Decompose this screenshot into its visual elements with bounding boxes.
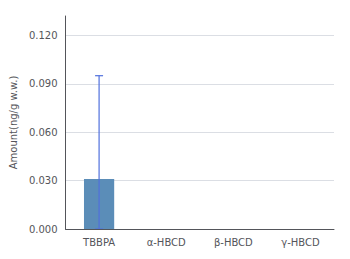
svg-text:0.000: 0.000 <box>29 224 58 235</box>
svg-text:γ-HBCD: γ-HBCD <box>281 237 320 248</box>
svg-text:0.090: 0.090 <box>29 78 58 89</box>
svg-text:Amount(ng/g w.w.): Amount(ng/g w.w.) <box>8 76 19 170</box>
svg-text:0.120: 0.120 <box>29 30 58 41</box>
svg-text:0.060: 0.060 <box>29 127 58 138</box>
svg-text:α-HBCD: α-HBCD <box>147 237 186 248</box>
svg-text:β-HBCD: β-HBCD <box>214 237 253 248</box>
svg-text:0.030: 0.030 <box>29 175 58 186</box>
svg-text:TBBPA: TBBPA <box>82 237 115 248</box>
